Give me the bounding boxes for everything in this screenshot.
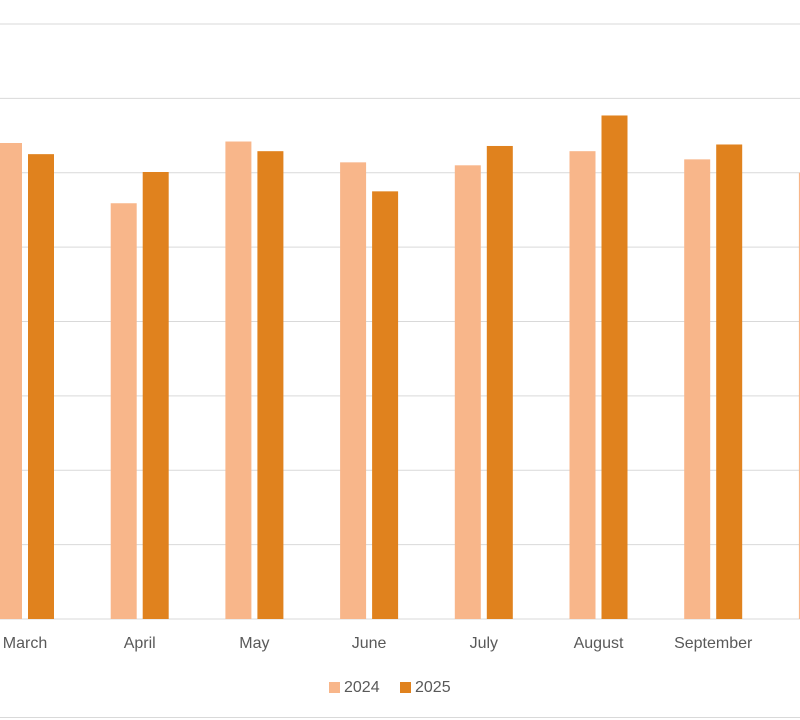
- legend-label: 2024: [344, 679, 380, 696]
- bar: [142, 172, 169, 619]
- bar: [110, 203, 137, 619]
- x-tick-label: August: [574, 635, 624, 652]
- x-tick-label: July: [470, 635, 498, 652]
- bar: [716, 144, 743, 620]
- x-tick-label: September: [674, 635, 753, 652]
- bar: [486, 145, 513, 619]
- x-tick-label: March: [3, 635, 47, 652]
- legend-label: 2025: [415, 679, 451, 696]
- x-tick-label: May: [239, 635, 269, 652]
- legend-swatch: [329, 682, 340, 693]
- bar: [569, 151, 596, 619]
- bar: [454, 165, 481, 619]
- bar: [340, 162, 367, 619]
- bar: [225, 141, 252, 619]
- bar: [798, 172, 800, 619]
- bar: [372, 191, 399, 619]
- legend-swatch: [400, 682, 411, 693]
- x-tick-label: June: [352, 635, 387, 652]
- bar: [257, 151, 284, 619]
- bar: [28, 154, 54, 619]
- bar: [0, 143, 22, 619]
- bar: [684, 159, 711, 620]
- x-tick-label: April: [124, 635, 156, 652]
- bar: [601, 115, 628, 619]
